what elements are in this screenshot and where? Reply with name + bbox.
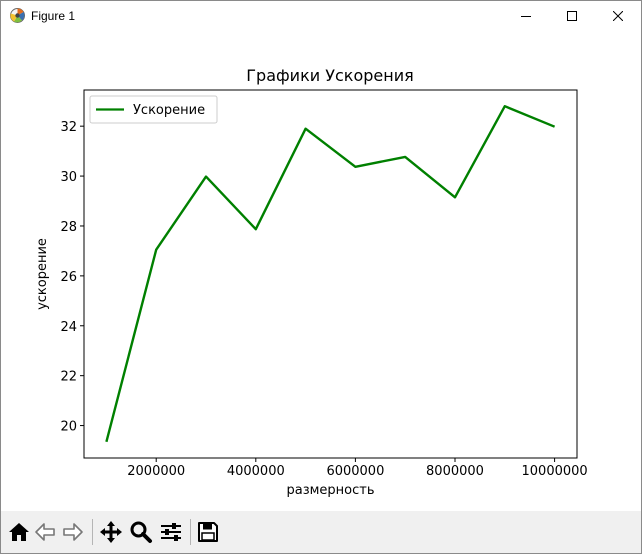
y-tick-label: 24	[60, 320, 77, 335]
minimize-button[interactable]	[503, 1, 549, 31]
pan-button[interactable]	[99, 520, 123, 544]
configure-subplots-icon	[161, 523, 181, 541]
zoom-button[interactable]	[129, 520, 153, 544]
y-tick-label: 20	[60, 420, 77, 435]
y-tick-label: 26	[60, 270, 77, 285]
y-axis-label: ускорение	[35, 238, 50, 310]
series-line-uskorenie	[105, 104, 556, 443]
home-button[interactable]	[7, 520, 31, 544]
y-tick-label: 30	[60, 170, 77, 185]
save-floppy-icon	[198, 522, 218, 542]
x-tick-label: 10000000	[522, 464, 588, 479]
toolbar-separator	[190, 519, 191, 545]
toolbar-separator	[92, 519, 93, 545]
legend-label: Ускорение	[133, 103, 205, 118]
save-button[interactable]	[196, 520, 220, 544]
back-arrow-icon	[35, 523, 55, 541]
navigation-toolbar	[1, 511, 641, 553]
close-button[interactable]	[595, 1, 641, 31]
y-tick-label: 32	[60, 120, 77, 135]
x-tick-label: 8000000	[426, 464, 484, 479]
matplotlib-logo-icon	[9, 7, 26, 24]
line-chart[interactable]: Графики Ускорения 2000000 4000000 6000000 8…	[1, 31, 641, 511]
forward-button[interactable]	[61, 520, 85, 544]
figure-canvas[interactable]: Графики Ускорения 2000000 4000000 6000000 8…	[1, 31, 641, 511]
maximize-button[interactable]	[549, 1, 595, 31]
x-tick-label: 4000000	[227, 464, 285, 479]
legend-box	[89, 95, 218, 124]
home-icon	[9, 523, 29, 541]
window-title: Figure 1	[31, 9, 76, 23]
maximize-icon	[567, 11, 577, 21]
minimize-icon	[521, 16, 531, 17]
back-button[interactable]	[33, 520, 57, 544]
chart-title: Графики Ускорения	[246, 66, 413, 85]
x-tick-label: 6000000	[326, 464, 384, 479]
forward-arrow-icon	[63, 523, 83, 541]
x-tick-label: 2000000	[127, 464, 185, 479]
axes-frame	[83, 89, 578, 459]
close-icon	[613, 11, 623, 21]
y-tick-label: 28	[60, 220, 77, 235]
legend: Ускорение	[89, 95, 218, 124]
zoom-magnifier-icon	[130, 521, 152, 543]
pan-move-icon	[100, 521, 122, 543]
configure-subplots-button[interactable]	[159, 520, 183, 544]
y-tick-label: 22	[60, 370, 77, 385]
x-axis-label: размерность	[286, 483, 374, 498]
title-bar[interactable]: Figure 1	[1, 1, 641, 31]
